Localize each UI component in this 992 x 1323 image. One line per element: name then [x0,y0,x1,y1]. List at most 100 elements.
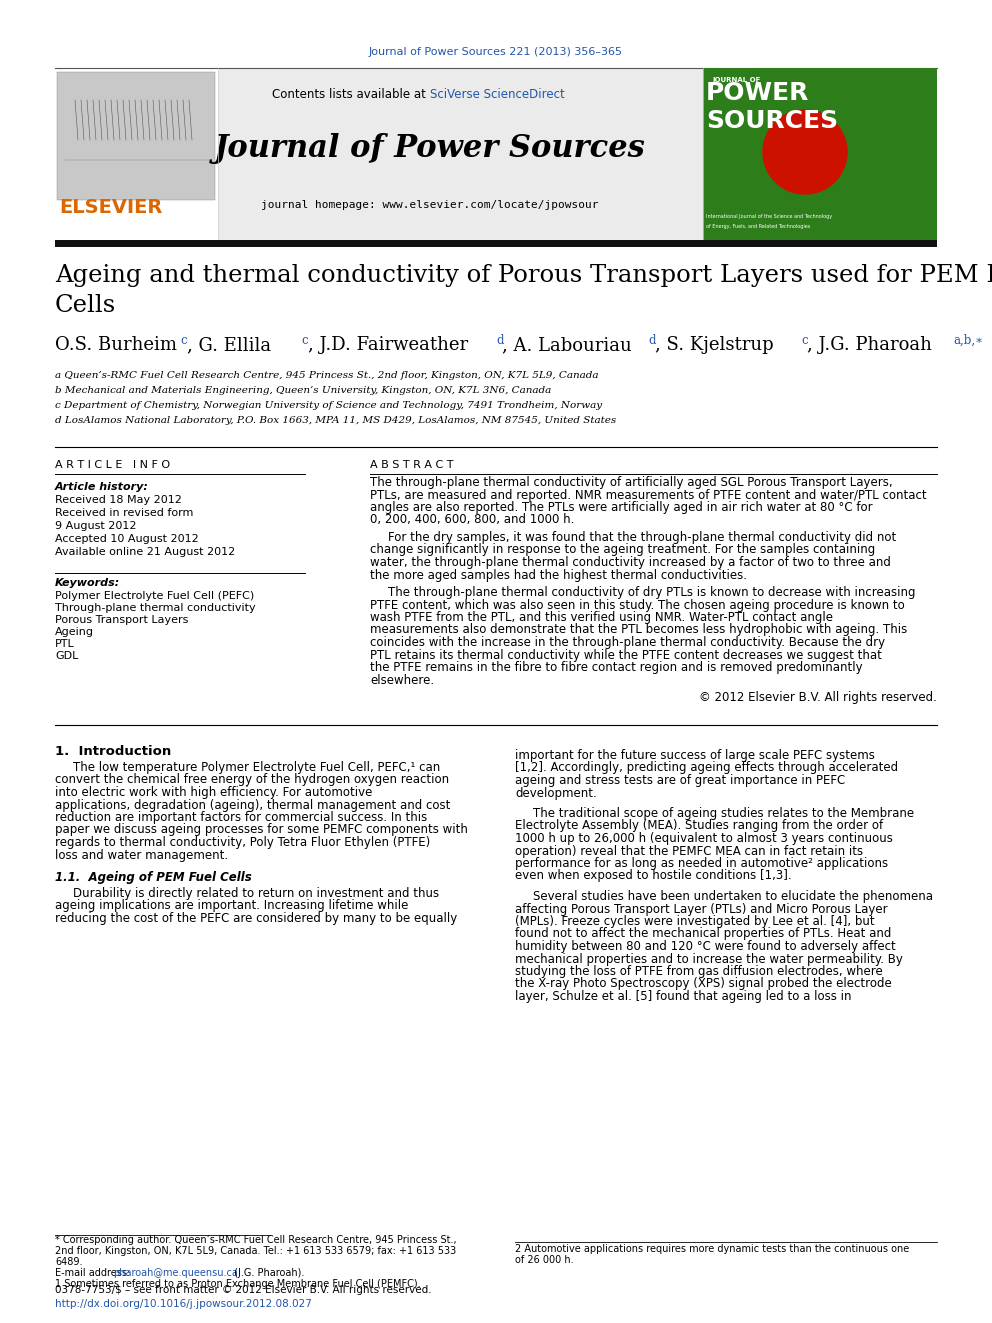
Bar [55,239,937,247]
Text: Ageing and thermal conductivity of Porous Transport Layers used for PEM Fuel: Ageing and thermal conductivity of Porou… [55,265,992,287]
Text: 9 August 2012: 9 August 2012 [55,521,137,531]
Text: operation) reveal that the PEMFC MEA can in fact retain its: operation) reveal that the PEMFC MEA can… [515,844,863,857]
Text: O.S. Burheim: O.S. Burheim [55,336,177,355]
Text: performance for as long as needed in automotive² applications: performance for as long as needed in aut… [515,857,888,871]
Text: For the dry samples, it was found that the through-plane thermal conductivity di: For the dry samples, it was found that t… [388,531,896,544]
Text: c Department of Chemistry, Norwegian University of Science and Technology, 7491 : c Department of Chemistry, Norwegian Uni… [55,401,602,410]
Text: Polymer Electrolyte Fuel Cell (PEFC): Polymer Electrolyte Fuel Cell (PEFC) [55,591,254,601]
Text: found not to affect the mechanical properties of PTLs. Heat and: found not to affect the mechanical prope… [515,927,892,941]
Text: humidity between 80 and 120 °C were found to adversely affect: humidity between 80 and 120 °C were foun… [515,941,896,953]
Text: 1.1.  Ageing of PEM Fuel Cells: 1.1. Ageing of PEM Fuel Cells [55,871,252,884]
Text: applications, degradation (ageing), thermal management and cost: applications, degradation (ageing), ther… [55,799,450,811]
Text: A R T I C L E   I N F O: A R T I C L E I N F O [55,460,170,470]
Text: the X-ray Photo Spectroscopy (XPS) signal probed the electrode: the X-ray Photo Spectroscopy (XPS) signa… [515,978,892,991]
Text: E-mail address:: E-mail address: [55,1267,133,1278]
Text: The through-plane thermal conductivity of dry PTLs is known to decrease with inc: The through-plane thermal conductivity o… [388,586,916,599]
Text: Durability is directly related to return on investment and thus: Durability is directly related to return… [73,886,439,900]
Text: Ageing: Ageing [55,627,94,636]
Text: (J.G. Pharoah).: (J.G. Pharoah). [231,1267,305,1278]
Text: PTFE content, which was also seen in this study. The chosen ageing procedure is : PTFE content, which was also seen in thi… [370,598,905,611]
Text: d: d [496,333,504,347]
Text: elsewhere.: elsewhere. [370,673,434,687]
Text: Several studies have been undertaken to elucidate the phenomena: Several studies have been undertaken to … [533,890,933,904]
Text: JOURNAL OF: JOURNAL OF [712,77,761,83]
Text: loss and water management.: loss and water management. [55,848,228,861]
Text: , J.G. Pharoah: , J.G. Pharoah [807,336,931,355]
Text: d: d [649,333,656,347]
Text: measurements also demonstrate that the PTL becomes less hydrophobic with ageing.: measurements also demonstrate that the P… [370,623,908,636]
Text: Porous Transport Layers: Porous Transport Layers [55,615,188,624]
Text: paper we discuss ageing processes for some PEMFC components with: paper we discuss ageing processes for so… [55,823,468,836]
Text: convert the chemical free energy of the hydrogen oxygen reaction: convert the chemical free energy of the … [55,774,449,786]
Text: d LosAlamos National Laboratory, P.O. Box 1663, MPA 11, MS D429, LosAlamos, NM 8: d LosAlamos National Laboratory, P.O. Bo… [55,415,616,425]
Text: 1000 h up to 26,000 h (equivalent to almost 3 years continuous: 1000 h up to 26,000 h (equivalent to alm… [515,832,893,845]
Text: Contents lists available at: Contents lists available at [273,89,430,102]
Text: Through-plane thermal conductivity: Through-plane thermal conductivity [55,603,256,613]
Text: 0378-7753/$ – see front matter © 2012 Elsevier B.V. All rights reserved.: 0378-7753/$ – see front matter © 2012 El… [55,1285,432,1295]
Text: a,b,∗: a,b,∗ [953,333,984,347]
Text: Received 18 May 2012: Received 18 May 2012 [55,495,182,505]
Text: The traditional scope of ageing studies relates to the Membrane: The traditional scope of ageing studies … [533,807,914,820]
Text: change significantly in response to the ageing treatment. For the samples contai: change significantly in response to the … [370,544,875,557]
Text: Journal of Power Sources 221 (2013) 356–365: Journal of Power Sources 221 (2013) 356–… [369,48,623,57]
Text: PTL: PTL [55,639,74,650]
Text: , G. Ellila: , G. Ellila [186,336,271,355]
Text: angles are also reported. The PTLs were artificially aged in air rich water at 8: angles are also reported. The PTLs were … [370,501,873,515]
Text: 0, 200, 400, 600, 800, and 1000 h.: 0, 200, 400, 600, 800, and 1000 h. [370,513,574,527]
Text: the more aged samples had the highest thermal conductivities.: the more aged samples had the highest th… [370,569,747,582]
Text: http://dx.doi.org/10.1016/j.jpowsour.2012.08.027: http://dx.doi.org/10.1016/j.jpowsour.201… [55,1299,311,1308]
Text: reducing the cost of the PEFC are considered by many to be equally: reducing the cost of the PEFC are consid… [55,912,457,925]
Text: journal homepage: www.elsevier.com/locate/jpowsour: journal homepage: www.elsevier.com/locat… [261,200,599,210]
Text: , A. Labouriau: , A. Labouriau [502,336,632,355]
Text: GDL: GDL [55,651,78,662]
Text: affecting Porous Transport Layer (PTLs) and Micro Porous Layer: affecting Porous Transport Layer (PTLs) … [515,902,888,916]
Text: Accepted 10 August 2012: Accepted 10 August 2012 [55,534,198,544]
Text: important for the future success of large scale PEFC systems: important for the future success of larg… [515,749,875,762]
Text: studying the loss of PTFE from gas diffusion electrodes, where: studying the loss of PTFE from gas diffu… [515,964,883,978]
Text: The low temperature Polymer Electrolyte Fuel Cell, PEFC,¹ can: The low temperature Polymer Electrolyte … [73,761,440,774]
Text: b Mechanical and Materials Engineering, Queen’s University, Kingston, ON, K7L 3N: b Mechanical and Materials Engineering, … [55,386,552,396]
Text: POWER: POWER [706,81,809,105]
Text: of 26 000 h.: of 26 000 h. [515,1256,573,1265]
Text: 1 Sometimes referred to as Proton Exchange Membrane Fuel Cell (PEMFC).: 1 Sometimes referred to as Proton Exchan… [55,1279,421,1289]
Text: mechanical properties and to increase the water permeability. By: mechanical properties and to increase th… [515,953,903,966]
Text: water, the through-plane thermal conductivity increased by a factor of two to th: water, the through-plane thermal conduct… [370,556,891,569]
Text: Journal of Power Sources: Journal of Power Sources [214,132,646,164]
Bar [57,71,215,200]
Text: c: c [802,333,807,347]
Text: Keywords:: Keywords: [55,578,120,587]
Text: , J.D. Fairweather: , J.D. Fairweather [308,336,468,355]
Text: SOURCES: SOURCES [706,108,838,134]
Text: reduction are important factors for commercial success. In this: reduction are important factors for comm… [55,811,428,824]
Text: International Journal of the Science and Technology: International Journal of the Science and… [706,214,832,220]
Text: 1.  Introduction: 1. Introduction [55,745,172,758]
Text: Electrolyte Assembly (MEA). Studies ranging from the order of: Electrolyte Assembly (MEA). Studies rang… [515,819,883,832]
Text: 2nd floor, Kingston, ON, K7L 5L9, Canada. Tel.: +1 613 533 6579; fax: +1 613 533: 2nd floor, Kingston, ON, K7L 5L9, Canada… [55,1246,456,1256]
Text: ELSEVIER: ELSEVIER [59,198,163,217]
Text: wash PTFE from the PTL, and this verified using NMR. Water-PTL contact angle: wash PTFE from the PTL, and this verifie… [370,611,833,624]
Text: the PTFE remains in the fibre to fibre contact region and is removed predominant: the PTFE remains in the fibre to fibre c… [370,662,863,673]
Text: 2 Automotive applications requires more dynamic tests than the continuous one: 2 Automotive applications requires more … [515,1244,910,1254]
Text: Available online 21 August 2012: Available online 21 August 2012 [55,546,235,557]
Text: , S. Kjelstrup: , S. Kjelstrup [655,336,773,355]
Text: © 2012 Elsevier B.V. All rights reserved.: © 2012 Elsevier B.V. All rights reserved… [699,691,937,704]
Text: into electric work with high efficiency. For automotive: into electric work with high efficiency.… [55,786,372,799]
Bar [55,67,937,239]
Text: of Energy, Fuels, and Related Technologies: of Energy, Fuels, and Related Technologi… [706,224,810,229]
Text: coincides with the increase in the through-plane thermal conductivity. Because t: coincides with the increase in the throu… [370,636,885,650]
Text: PTLs, are measured and reported. NMR measurements of PTFE content and water/PTL : PTLs, are measured and reported. NMR mea… [370,488,927,501]
Text: regards to thermal conductivity, Poly Tetra Fluor Ethylen (PTFE): regards to thermal conductivity, Poly Te… [55,836,431,849]
Text: even when exposed to hostile conditions [1,3].: even when exposed to hostile conditions … [515,869,792,882]
Text: c: c [181,333,187,347]
Text: c: c [302,333,309,347]
Text: Article history:: Article history: [55,482,149,492]
Text: * Corresponding author. Queen’s-RMC Fuel Cell Research Centre, 945 Princess St.,: * Corresponding author. Queen’s-RMC Fuel… [55,1234,456,1245]
Text: Received in revised form: Received in revised form [55,508,193,519]
Text: (MPLs). Freeze cycles were investigated by Lee et al. [4], but: (MPLs). Freeze cycles were investigated … [515,916,875,927]
Text: a Queen’s-RMC Fuel Cell Research Centre, 945 Princess St., 2nd floor, Kingston, : a Queen’s-RMC Fuel Cell Research Centre,… [55,370,598,380]
Circle shape [763,110,847,194]
Text: development.: development. [515,786,597,799]
Text: pharoah@me.queensu.ca: pharoah@me.queensu.ca [113,1267,238,1278]
Text: The through-plane thermal conductivity of artificially aged SGL Porous Transport: The through-plane thermal conductivity o… [370,476,893,490]
Text: ageing implications are important. Increasing lifetime while: ageing implications are important. Incre… [55,900,409,913]
